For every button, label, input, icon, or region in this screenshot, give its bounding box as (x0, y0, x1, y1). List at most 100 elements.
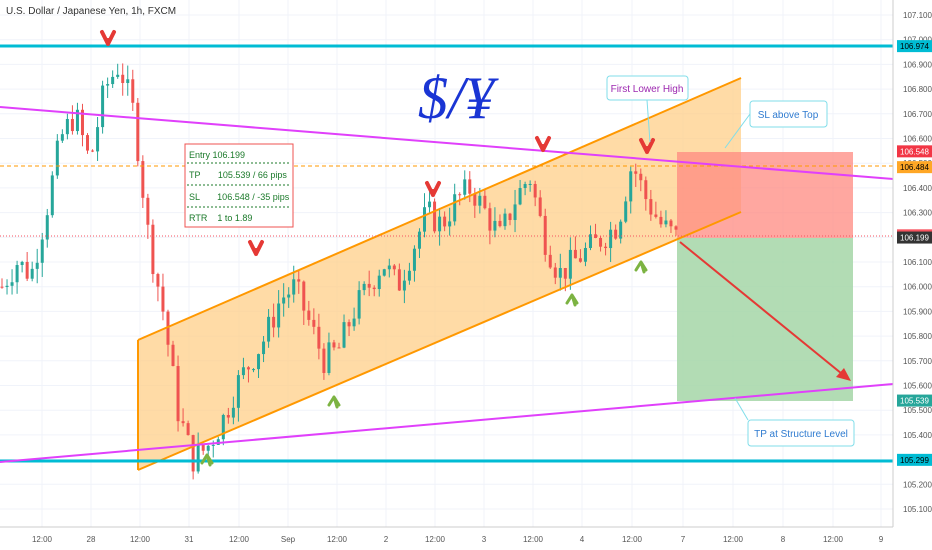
candle (151, 219, 155, 283)
green-up-arrow (565, 293, 579, 307)
svg-text:105.539: 105.539 (900, 397, 929, 406)
candle (277, 290, 281, 338)
swing-high-arrows (100, 30, 655, 256)
candle (80, 103, 84, 147)
candle (96, 116, 100, 161)
candle (272, 303, 276, 338)
time-tick-label: Sep (281, 535, 296, 544)
first-lower-high-callout: First Lower High (606, 75, 689, 143)
candle (498, 214, 502, 228)
candle (332, 339, 336, 351)
tp-structure-callout: TP at Structure Level (734, 397, 855, 447)
time-tick-label: 12:00 (229, 535, 250, 544)
candle (262, 335, 266, 363)
candle (267, 309, 271, 348)
sl-above-top-callout: SL above Top (724, 100, 828, 149)
candle (397, 263, 401, 291)
candle (327, 332, 331, 376)
candle (25, 251, 29, 282)
time-tick-label: 4 (580, 535, 585, 544)
take-profit-zone (677, 238, 853, 401)
candle (659, 210, 663, 228)
candle (548, 245, 552, 269)
candle (443, 211, 447, 232)
candle (141, 155, 145, 208)
candle (523, 181, 527, 196)
tp-structure-label: TP at Structure Level (754, 429, 848, 440)
candle (60, 129, 64, 143)
price-level-label: 106.484 (897, 161, 932, 174)
candle (624, 196, 628, 224)
channel-upper-line (137, 77, 742, 341)
candle (201, 444, 205, 455)
candle (176, 355, 180, 432)
trade-tp: TP 105.539 / 66 pips (189, 170, 287, 180)
price-tick-label: 107.100 (903, 11, 932, 20)
swing-low-arrows (200, 260, 648, 467)
candle (86, 133, 90, 154)
candle (629, 166, 633, 214)
candle (483, 190, 487, 210)
price-tick-label: 105.100 (903, 505, 932, 514)
price-level-label: 106.548 (897, 145, 932, 158)
price-tick-label: 106.400 (903, 184, 932, 193)
candle (362, 281, 366, 296)
candle (35, 248, 39, 284)
candle (433, 198, 437, 234)
candle (257, 353, 261, 379)
candle (156, 272, 160, 302)
candle (91, 149, 95, 153)
candle (372, 285, 376, 297)
candle (196, 432, 200, 474)
svg-text:106.484: 106.484 (900, 163, 929, 172)
price-tick-label: 105.400 (903, 431, 932, 440)
price-axis[interactable]: 107.100107.000106.900106.800106.700106.6… (892, 0, 932, 527)
candle (282, 283, 286, 317)
candle (614, 224, 618, 240)
price-tick-label: 105.600 (903, 382, 932, 391)
sl-above-top-label: SL above Top (758, 110, 819, 121)
candle (583, 242, 587, 267)
candle (453, 183, 457, 226)
candlestick-series (0, 63, 678, 480)
candle (634, 163, 638, 187)
trade-sl: SL 106.548 / -35 pips (189, 192, 290, 202)
candle (438, 207, 442, 246)
candle (493, 207, 497, 238)
candle (377, 269, 381, 297)
candle (15, 260, 19, 294)
time-tick-label: 31 (185, 535, 194, 544)
price-tick-label: 106.700 (903, 110, 932, 119)
candle (347, 319, 351, 337)
red-down-arrow (535, 136, 551, 152)
candle (322, 343, 326, 380)
price-tick-label: 105.900 (903, 307, 932, 316)
candle (161, 273, 165, 321)
red-down-arrow (100, 30, 116, 46)
time-tick-label: 3 (482, 535, 487, 544)
symbol-title: U.S. Dollar / Japanese Yen, 1h, FXCM (6, 6, 177, 17)
red-down-arrow (639, 138, 655, 154)
candle (639, 168, 643, 192)
green-up-arrow (200, 453, 214, 467)
first-lower-high-label: First Lower High (611, 84, 684, 95)
candle (448, 207, 452, 236)
price-level-label: 106.974 (897, 40, 932, 53)
time-tick-label: 12:00 (622, 535, 643, 544)
candle (518, 180, 522, 206)
ascending-channel (138, 78, 741, 470)
candle (553, 262, 557, 285)
candle (387, 258, 391, 278)
time-tick-label: 12:00 (523, 535, 544, 544)
trade-rtr: RTR 1 to 1.89 (189, 213, 252, 223)
time-tick-label: 12:00 (723, 535, 744, 544)
candle (241, 357, 245, 380)
candle (302, 280, 306, 326)
candle (121, 63, 125, 96)
candle (181, 408, 185, 427)
time-tick-label: 12:00 (425, 535, 446, 544)
candle (251, 368, 255, 373)
time-axis[interactable]: 12:00 28 12:00 31 12:00 Sep 12:00 2 12:00 3 12:00 4… (0, 526, 932, 550)
candle (392, 263, 396, 276)
price-tick-label: 106.600 (903, 135, 932, 144)
